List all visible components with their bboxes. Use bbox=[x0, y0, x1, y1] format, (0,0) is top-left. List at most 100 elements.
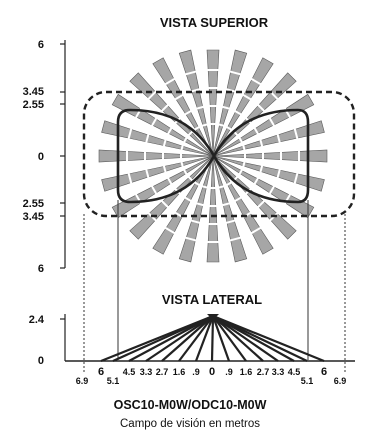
side-x-label: 6.9 bbox=[76, 376, 89, 386]
ray-segment-gap bbox=[293, 172, 299, 184]
side-x-label: 6 bbox=[98, 366, 104, 378]
ray-segment-gap bbox=[225, 219, 236, 224]
ray-segment-gap bbox=[160, 200, 169, 209]
ray-segment-gap bbox=[180, 144, 184, 151]
ray-segment-gap bbox=[184, 70, 197, 76]
ray-segment-gap bbox=[145, 133, 150, 144]
ray-segment-gap bbox=[187, 130, 194, 137]
ray-segment-gap bbox=[184, 109, 192, 116]
ray-segment-gap bbox=[194, 126, 200, 131]
ray-segment-gap bbox=[234, 196, 242, 203]
ray-segment-gap bbox=[201, 123, 208, 127]
ray-segment-gap bbox=[196, 202, 204, 207]
side-fan-ray bbox=[211, 315, 231, 362]
detection-ray bbox=[212, 120, 325, 157]
side-fan-ray bbox=[212, 314, 325, 363]
side-x-label: 5.1 bbox=[301, 376, 314, 386]
model-caption: OSC10-M0W/ODC10-M0W bbox=[114, 398, 267, 412]
ray-segment-gap bbox=[268, 117, 276, 127]
side-x-label: 1.6 bbox=[240, 367, 253, 377]
ray-segment-gap bbox=[201, 185, 208, 189]
ray-segment-gap bbox=[225, 88, 236, 93]
ray-segment-gap bbox=[164, 77, 176, 86]
ray-segment-gap bbox=[257, 103, 266, 112]
outer-dashed-zone bbox=[82, 90, 356, 218]
ray-segment-gap bbox=[242, 93, 252, 101]
top-y-label: 6 bbox=[38, 263, 44, 275]
side-fan-ray bbox=[210, 315, 215, 362]
side-fan-ray bbox=[194, 315, 215, 362]
ray-segment-gap bbox=[184, 196, 192, 203]
ray-segment-gap bbox=[229, 70, 242, 76]
side-x-label: .9 bbox=[225, 367, 233, 377]
side-x-label: 5.1 bbox=[107, 376, 120, 386]
ray-segment-gap bbox=[259, 139, 264, 147]
ray-segment-gap bbox=[222, 105, 230, 110]
sensor-icon bbox=[207, 314, 219, 320]
side-x-label: 3.3 bbox=[140, 367, 153, 377]
ray-segment-gap bbox=[234, 109, 242, 116]
ray-segment-gap bbox=[190, 219, 201, 224]
projection-lines bbox=[117, 200, 309, 360]
ray-segment-gap bbox=[259, 165, 264, 173]
side-x-label: 1.6 bbox=[173, 367, 186, 377]
side-fan-ray bbox=[212, 315, 264, 362]
ray-segment-gap bbox=[276, 133, 281, 144]
side-fan-ray bbox=[145, 315, 214, 362]
top-view-title: VISTA SUPERIOR bbox=[160, 15, 269, 30]
side-view-title: VISTA LATERAL bbox=[162, 292, 262, 307]
ray-segment-gap bbox=[229, 236, 242, 242]
ray-segment-gap bbox=[293, 128, 299, 140]
ray-segment-gap bbox=[164, 226, 176, 235]
side-fan-ray bbox=[212, 315, 279, 362]
ray-segment-gap bbox=[183, 169, 188, 175]
ray-segment-gap bbox=[145, 168, 150, 179]
ray-segment-gap bbox=[180, 161, 184, 168]
ray-segment-gap bbox=[250, 226, 262, 235]
ray-segment-gap bbox=[226, 126, 232, 131]
ray-segment-gap bbox=[162, 165, 167, 173]
detection-ray bbox=[206, 155, 220, 263]
ray-segment-gap bbox=[183, 137, 188, 143]
side-fan-ray bbox=[112, 314, 214, 363]
top-y-label: 2.55 bbox=[23, 198, 44, 210]
side-x-label: 0 bbox=[209, 366, 215, 378]
side-fan-rays bbox=[100, 314, 325, 363]
ray-segment-gap bbox=[238, 169, 243, 175]
ray-segment-gap bbox=[167, 177, 173, 185]
ray-segment-gap bbox=[174, 93, 184, 101]
ray-segment-gap bbox=[160, 103, 169, 112]
detection-ray bbox=[212, 155, 325, 192]
detection-ray bbox=[101, 120, 214, 157]
ray-segment-gap bbox=[257, 200, 266, 209]
top-y-label: 0 bbox=[38, 151, 44, 163]
top-y-label: 3.45 bbox=[23, 86, 44, 98]
side-x-label: .9 bbox=[192, 367, 200, 377]
detection-ray bbox=[178, 155, 214, 263]
ray-segment-gap bbox=[187, 175, 194, 182]
ray-segment-gap bbox=[127, 128, 133, 140]
detection-ray bbox=[178, 49, 214, 157]
top-y-label: 3.45 bbox=[23, 211, 44, 223]
side-fan-ray bbox=[178, 315, 214, 362]
inner-solid-zone bbox=[116, 108, 310, 204]
side-x-label: 6.9 bbox=[334, 376, 347, 386]
side-y-label: 0 bbox=[38, 355, 44, 367]
side-x-label: 3.3 bbox=[272, 367, 285, 377]
top-y-label: 6 bbox=[38, 39, 44, 51]
side-x-label: 4.5 bbox=[288, 367, 301, 377]
ray-segment-gap bbox=[222, 202, 230, 207]
ray-segment-gap bbox=[190, 88, 201, 93]
side-fan-ray bbox=[161, 315, 214, 362]
detection-rays bbox=[98, 49, 328, 263]
ray-segment-gap bbox=[250, 77, 262, 86]
ray-segment-gap bbox=[238, 137, 243, 143]
ray-segment-gap bbox=[194, 181, 200, 186]
side-fan-ray bbox=[212, 315, 247, 362]
side-x-label: 2.7 bbox=[257, 367, 270, 377]
ray-segment-gap bbox=[226, 181, 232, 186]
detection-ray bbox=[212, 49, 248, 157]
ray-segment-gap bbox=[242, 161, 246, 168]
detection-ray bbox=[212, 155, 248, 263]
ray-segment-gap bbox=[196, 105, 204, 110]
